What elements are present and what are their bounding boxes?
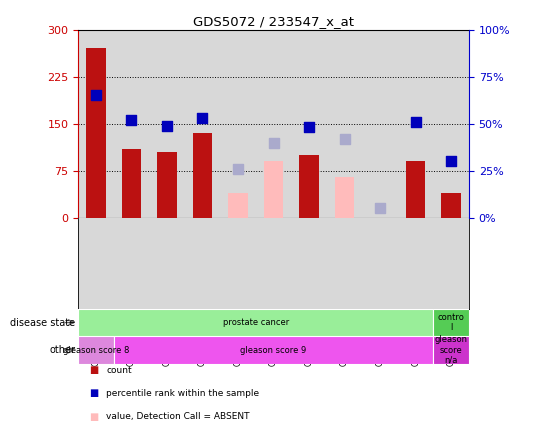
- Bar: [228, 193, 248, 218]
- Point: [340, 135, 349, 142]
- Text: ■: ■: [89, 388, 98, 398]
- Text: contro
l: contro l: [438, 313, 465, 332]
- Bar: [193, 133, 212, 218]
- Bar: [433, 336, 469, 364]
- Text: prostate cancer: prostate cancer: [223, 318, 289, 327]
- Point: [305, 124, 313, 131]
- Point: [234, 165, 243, 172]
- Text: percentile rank within the sample: percentile rank within the sample: [106, 389, 259, 398]
- Text: gleason
score
n/a: gleason score n/a: [434, 335, 468, 365]
- Bar: [114, 336, 433, 364]
- Bar: [157, 152, 177, 218]
- Bar: [86, 48, 106, 218]
- Text: ■: ■: [89, 365, 98, 375]
- Point: [127, 117, 136, 124]
- Point: [92, 92, 100, 99]
- Text: other: other: [50, 345, 75, 355]
- Text: ■: ■: [89, 412, 98, 422]
- Bar: [299, 155, 319, 218]
- Bar: [433, 309, 469, 336]
- Point: [447, 158, 455, 165]
- Bar: [122, 149, 141, 218]
- Title: GDS5072 / 233547_x_at: GDS5072 / 233547_x_at: [193, 16, 354, 28]
- Text: gleason score 9: gleason score 9: [240, 346, 307, 354]
- Bar: [264, 162, 284, 218]
- Bar: [335, 177, 354, 218]
- Point: [198, 115, 207, 121]
- Bar: [78, 336, 114, 364]
- Text: count: count: [106, 365, 132, 375]
- Bar: [441, 193, 461, 218]
- Text: value, Detection Call = ABSENT: value, Detection Call = ABSENT: [106, 412, 250, 421]
- Text: disease state: disease state: [10, 318, 75, 327]
- Point: [270, 139, 278, 146]
- Point: [163, 122, 171, 129]
- Point: [376, 205, 384, 212]
- Text: gleason score 8: gleason score 8: [63, 346, 129, 354]
- Point: [411, 118, 420, 125]
- Bar: [406, 162, 425, 218]
